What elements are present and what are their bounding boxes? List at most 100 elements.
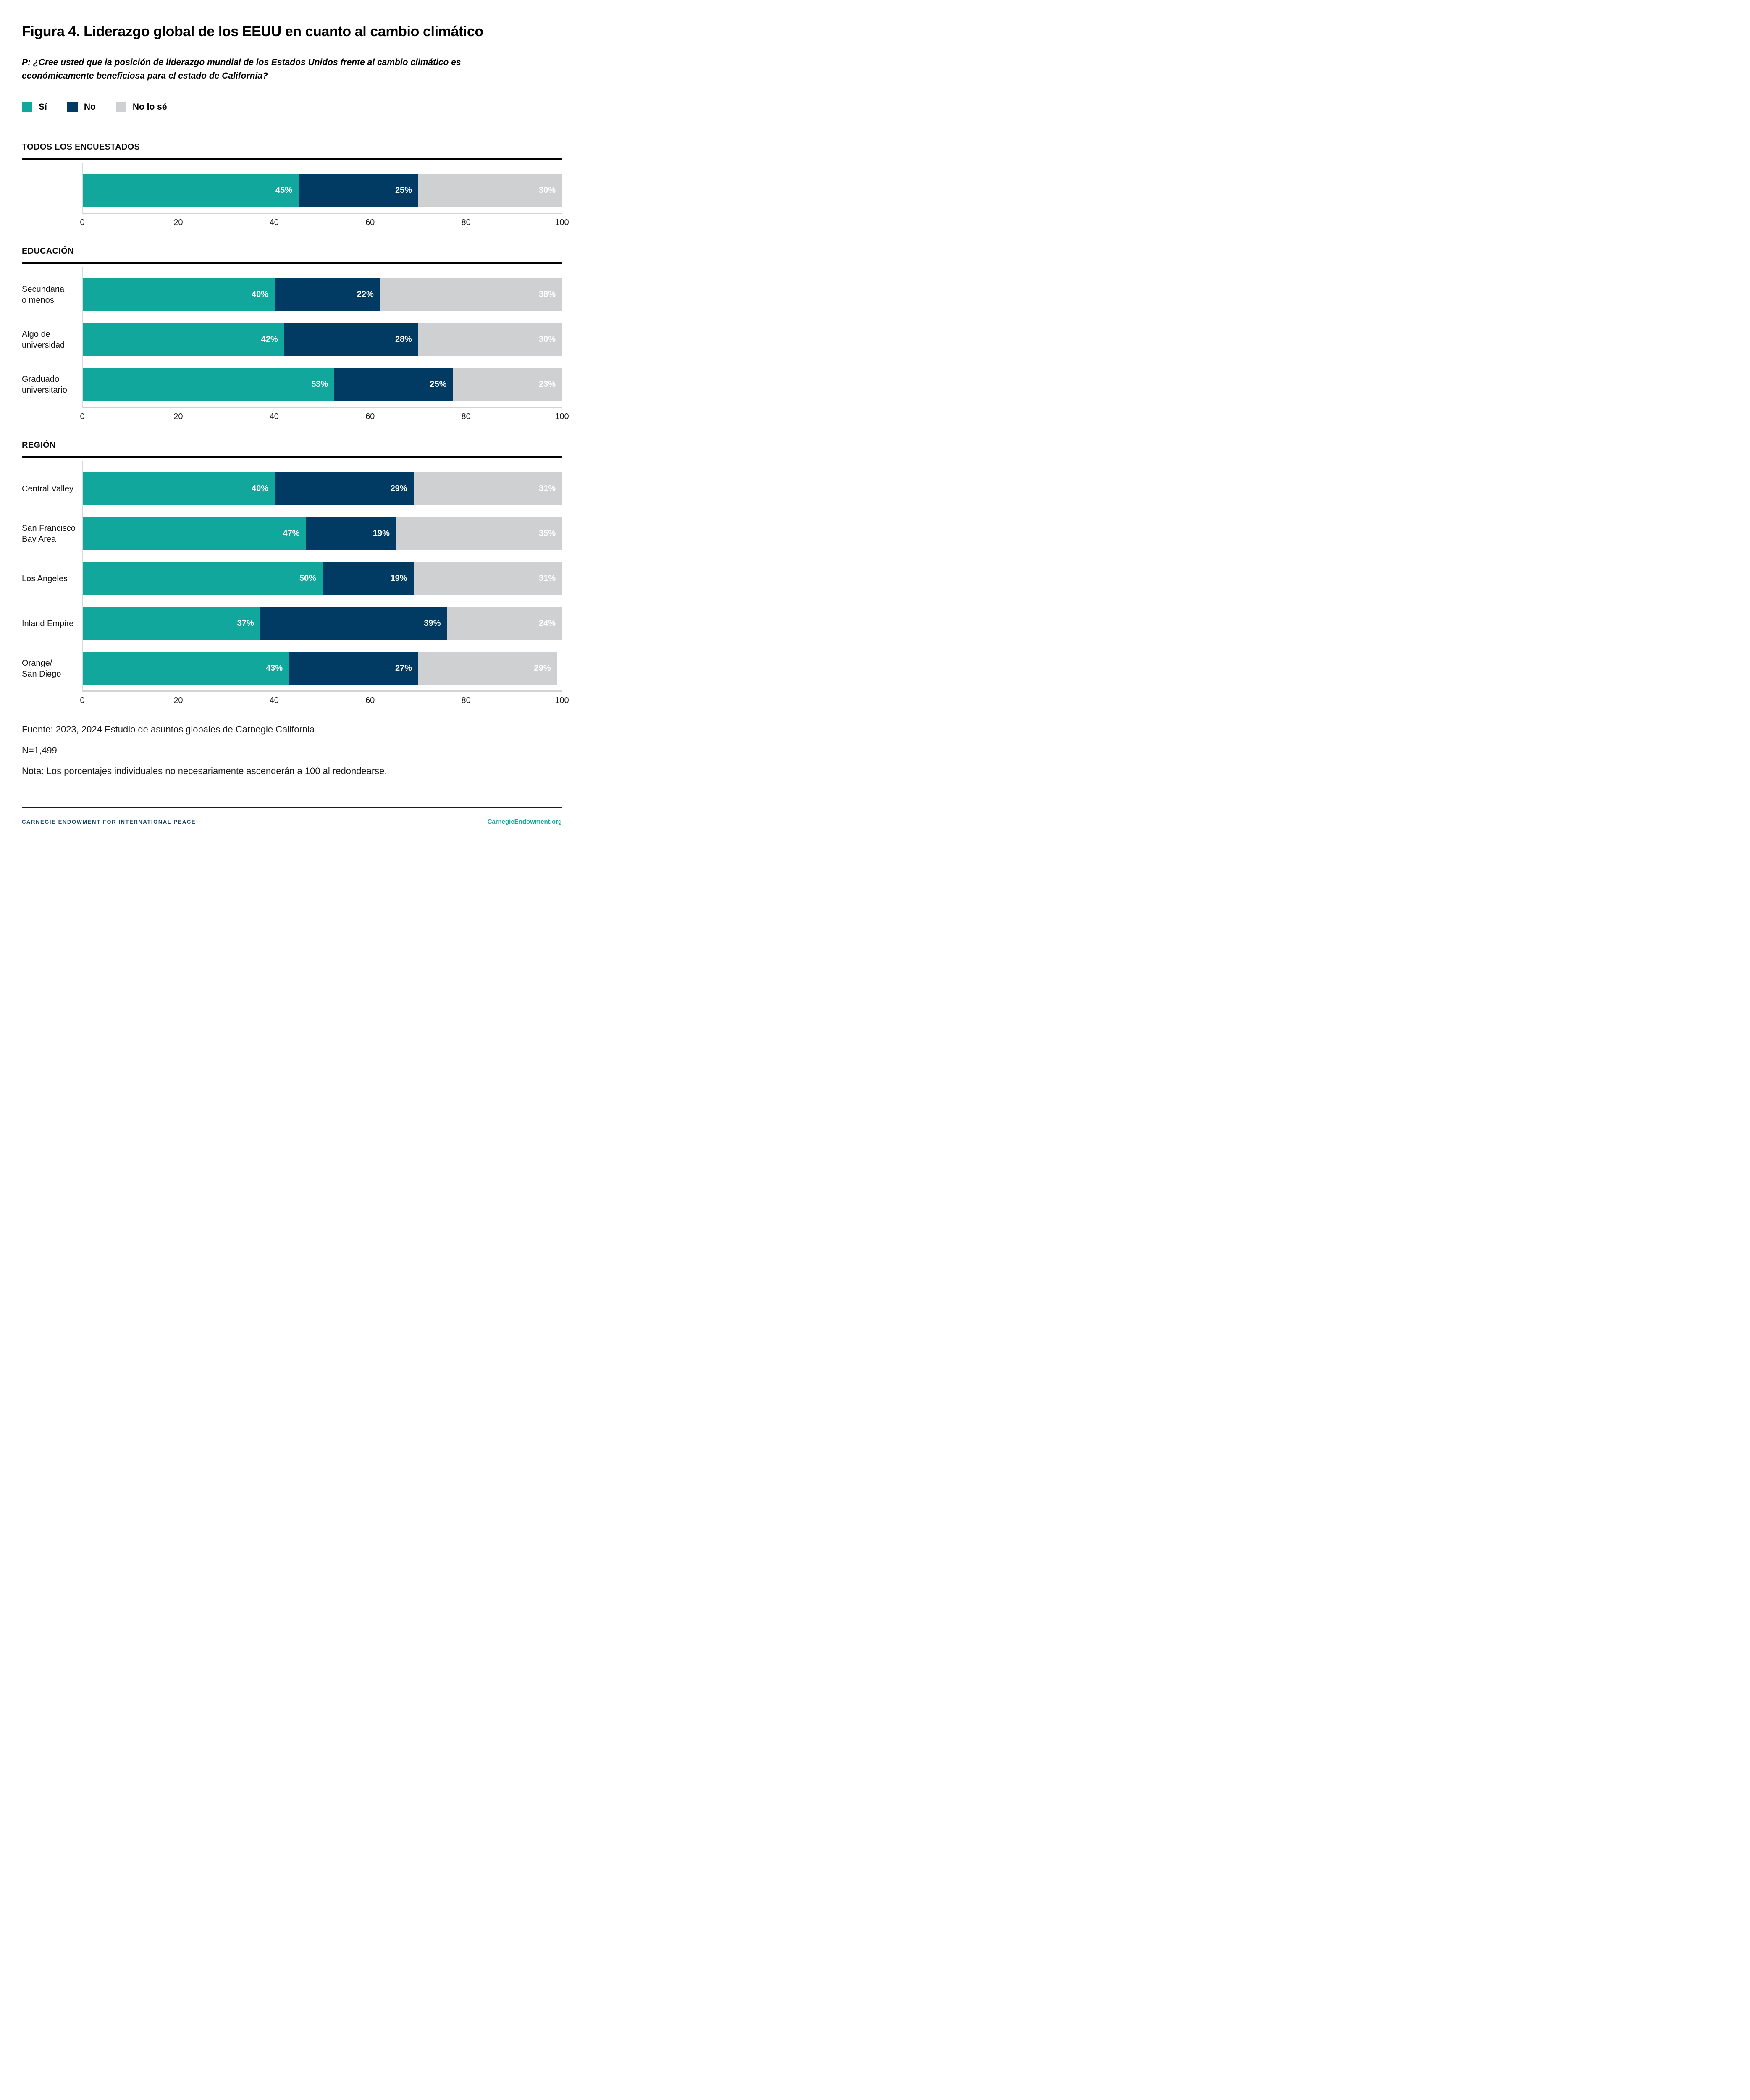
axis-tick-20: 20	[173, 696, 183, 706]
bar-value-label: 28%	[395, 335, 412, 344]
legend-swatch-nolose	[115, 102, 126, 113]
footer: CARNEGIE ENDOWMENT FOR INTERNATIONAL PEA…	[22, 818, 562, 825]
footer-rule	[22, 806, 562, 808]
bar-segment-Sí: 47%	[83, 517, 306, 550]
bar-value-label: 35%	[538, 529, 556, 538]
bar-value-label: 19%	[373, 529, 390, 538]
figure-page: Figura 4. Liderazgo global de los EEUU e…	[0, 0, 583, 836]
x-axis-educacion: 0 20 40 60 80 100	[80, 412, 569, 423]
plot-area: 40% 29% 31% 47% 19% 35% 50% 19% 31% 37% 39% 24% 43% 2…	[82, 461, 562, 692]
bar-segment-No: 29%	[275, 472, 414, 505]
axis-tick-40: 40	[269, 412, 279, 422]
x-axis-todos: 0 20 40 60 80 100	[80, 218, 569, 229]
bar-segment-Sí: 40%	[83, 278, 275, 311]
row-label: Los Angeles	[22, 574, 68, 583]
bar-value-label: 29%	[390, 484, 407, 494]
plot-area: 40% 22% 38% 42% 28% 30% 53% 25% 23%	[82, 267, 562, 408]
bar-segment-No lo sé: 31%	[413, 562, 562, 595]
x-axis-region: 0 20 40 60 80 100	[80, 696, 569, 707]
legend-item-si: Sí	[22, 102, 47, 113]
bar-value-label: 30%	[538, 186, 556, 195]
stacked-bar: 50% 19% 31%	[83, 562, 562, 595]
bar-value-label: 25%	[430, 380, 447, 389]
bar-segment-No: 19%	[306, 517, 396, 550]
bar-segment-No: 25%	[299, 174, 418, 207]
axis-tick-60: 60	[365, 412, 375, 422]
bar-segment-No lo sé: 35%	[396, 517, 562, 550]
bar-value-label: 23%	[538, 380, 556, 389]
stacked-bar: 37% 39% 24%	[83, 607, 562, 640]
bar-value-label: 39%	[424, 619, 441, 628]
axis-tick-60: 60	[365, 696, 375, 706]
bar-segment-No: 27%	[289, 652, 418, 685]
bar-value-label: 47%	[283, 529, 300, 538]
bar-segment-No lo sé: 23%	[453, 368, 562, 401]
bar-value-label: 29%	[534, 664, 551, 673]
stacked-bar: 53% 25% 23%	[83, 368, 562, 401]
row-label: Inland Empire	[22, 619, 74, 628]
bar-segment-No: 39%	[260, 607, 447, 640]
axis-tick-40: 40	[269, 218, 279, 228]
legend-swatch-si	[22, 102, 32, 113]
bar-segment-No lo sé: 38%	[380, 278, 562, 311]
chart-region: Central Valley San Francisco Bay Area Los …	[22, 461, 562, 692]
axis-tick-60: 60	[365, 218, 375, 228]
stacked-bar: 47% 19% 35%	[83, 517, 562, 550]
bar-segment-Sí: 37%	[83, 607, 260, 640]
source-note: Fuente: 2023, 2024 Estudio de asuntos gl…	[22, 724, 315, 735]
rounding-note: Nota: Los porcentajes individuales no ne…	[22, 766, 387, 777]
axis-tick-80: 80	[461, 412, 471, 422]
bar-segment-No lo sé: 30%	[418, 174, 562, 207]
legend-swatch-no	[67, 102, 78, 113]
bar-segment-Sí: 43%	[83, 652, 289, 685]
bar-segment-No: 25%	[334, 368, 453, 401]
row-label: Algo de universidad	[22, 329, 65, 350]
bar-value-label: 22%	[357, 290, 374, 299]
row-label	[22, 174, 82, 207]
bar-segment-No lo sé: 31%	[413, 472, 562, 505]
survey-question: P: ¿Cree usted que la posición de lidera…	[22, 58, 461, 81]
bar-segment-No lo sé: 30%	[418, 323, 562, 356]
legend-label-nolose: No lo sé	[132, 102, 167, 112]
bar-value-label: 24%	[538, 619, 556, 628]
bar-value-label: 25%	[395, 186, 412, 195]
stacked-bar: 42% 28% 30%	[83, 323, 562, 356]
axis-tick-20: 20	[173, 412, 183, 422]
footer-site-link[interactable]: CarnegieEndowment.org	[487, 818, 562, 825]
bar-value-label: 45%	[275, 186, 292, 195]
axis-tick-20: 20	[173, 218, 183, 228]
section-heading-region: REGIÓN	[22, 441, 56, 450]
chart-todos: 45% 25% 30%	[22, 163, 562, 214]
row-label: Graduado universitario	[22, 374, 67, 395]
row-labels-column	[22, 163, 82, 214]
row-labels-column: Secundaria o menos Algo de universidad Gra…	[22, 267, 82, 408]
stacked-bar: 45% 25% 30%	[83, 174, 562, 207]
row-label: Central Valley	[22, 484, 74, 494]
bar-segment-No: 22%	[275, 278, 380, 311]
row-label: Orange/ San Diego	[22, 658, 61, 679]
spacer	[22, 423, 562, 441]
bar-segment-Sí: 40%	[83, 472, 275, 505]
bar-segment-Sí: 53%	[83, 368, 335, 401]
bar-segment-Sí: 42%	[83, 323, 284, 356]
footnotes: Fuente: 2023, 2024 Estudio de asuntos gl…	[22, 724, 562, 777]
section-region: REGIÓN Central Valley San Francisco Bay A…	[22, 441, 569, 707]
bar-segment-Sí: 45%	[83, 174, 299, 207]
bar-value-label: 40%	[251, 290, 268, 299]
axis-tick-0: 0	[80, 696, 85, 706]
stacked-bar: 40% 29% 31%	[83, 472, 562, 505]
legend-label-si: Sí	[39, 102, 47, 112]
bar-value-label: 38%	[538, 290, 556, 299]
bar-value-label: 30%	[538, 335, 556, 344]
axis-tick-0: 0	[80, 412, 85, 422]
legend-label-no: No	[84, 102, 96, 112]
stacked-bar: 40% 22% 38%	[83, 278, 562, 311]
row-labels-column: Central Valley San Francisco Bay Area Los …	[22, 461, 82, 692]
bar-value-label: 50%	[299, 574, 316, 583]
bar-segment-Sí: 50%	[83, 562, 323, 595]
bar-value-label: 27%	[395, 664, 412, 673]
bar-value-label: 37%	[237, 619, 254, 628]
bar-segment-No: 28%	[284, 323, 418, 356]
axis-tick-100: 100	[555, 696, 569, 706]
bar-segment-No lo sé: 24%	[447, 607, 562, 640]
